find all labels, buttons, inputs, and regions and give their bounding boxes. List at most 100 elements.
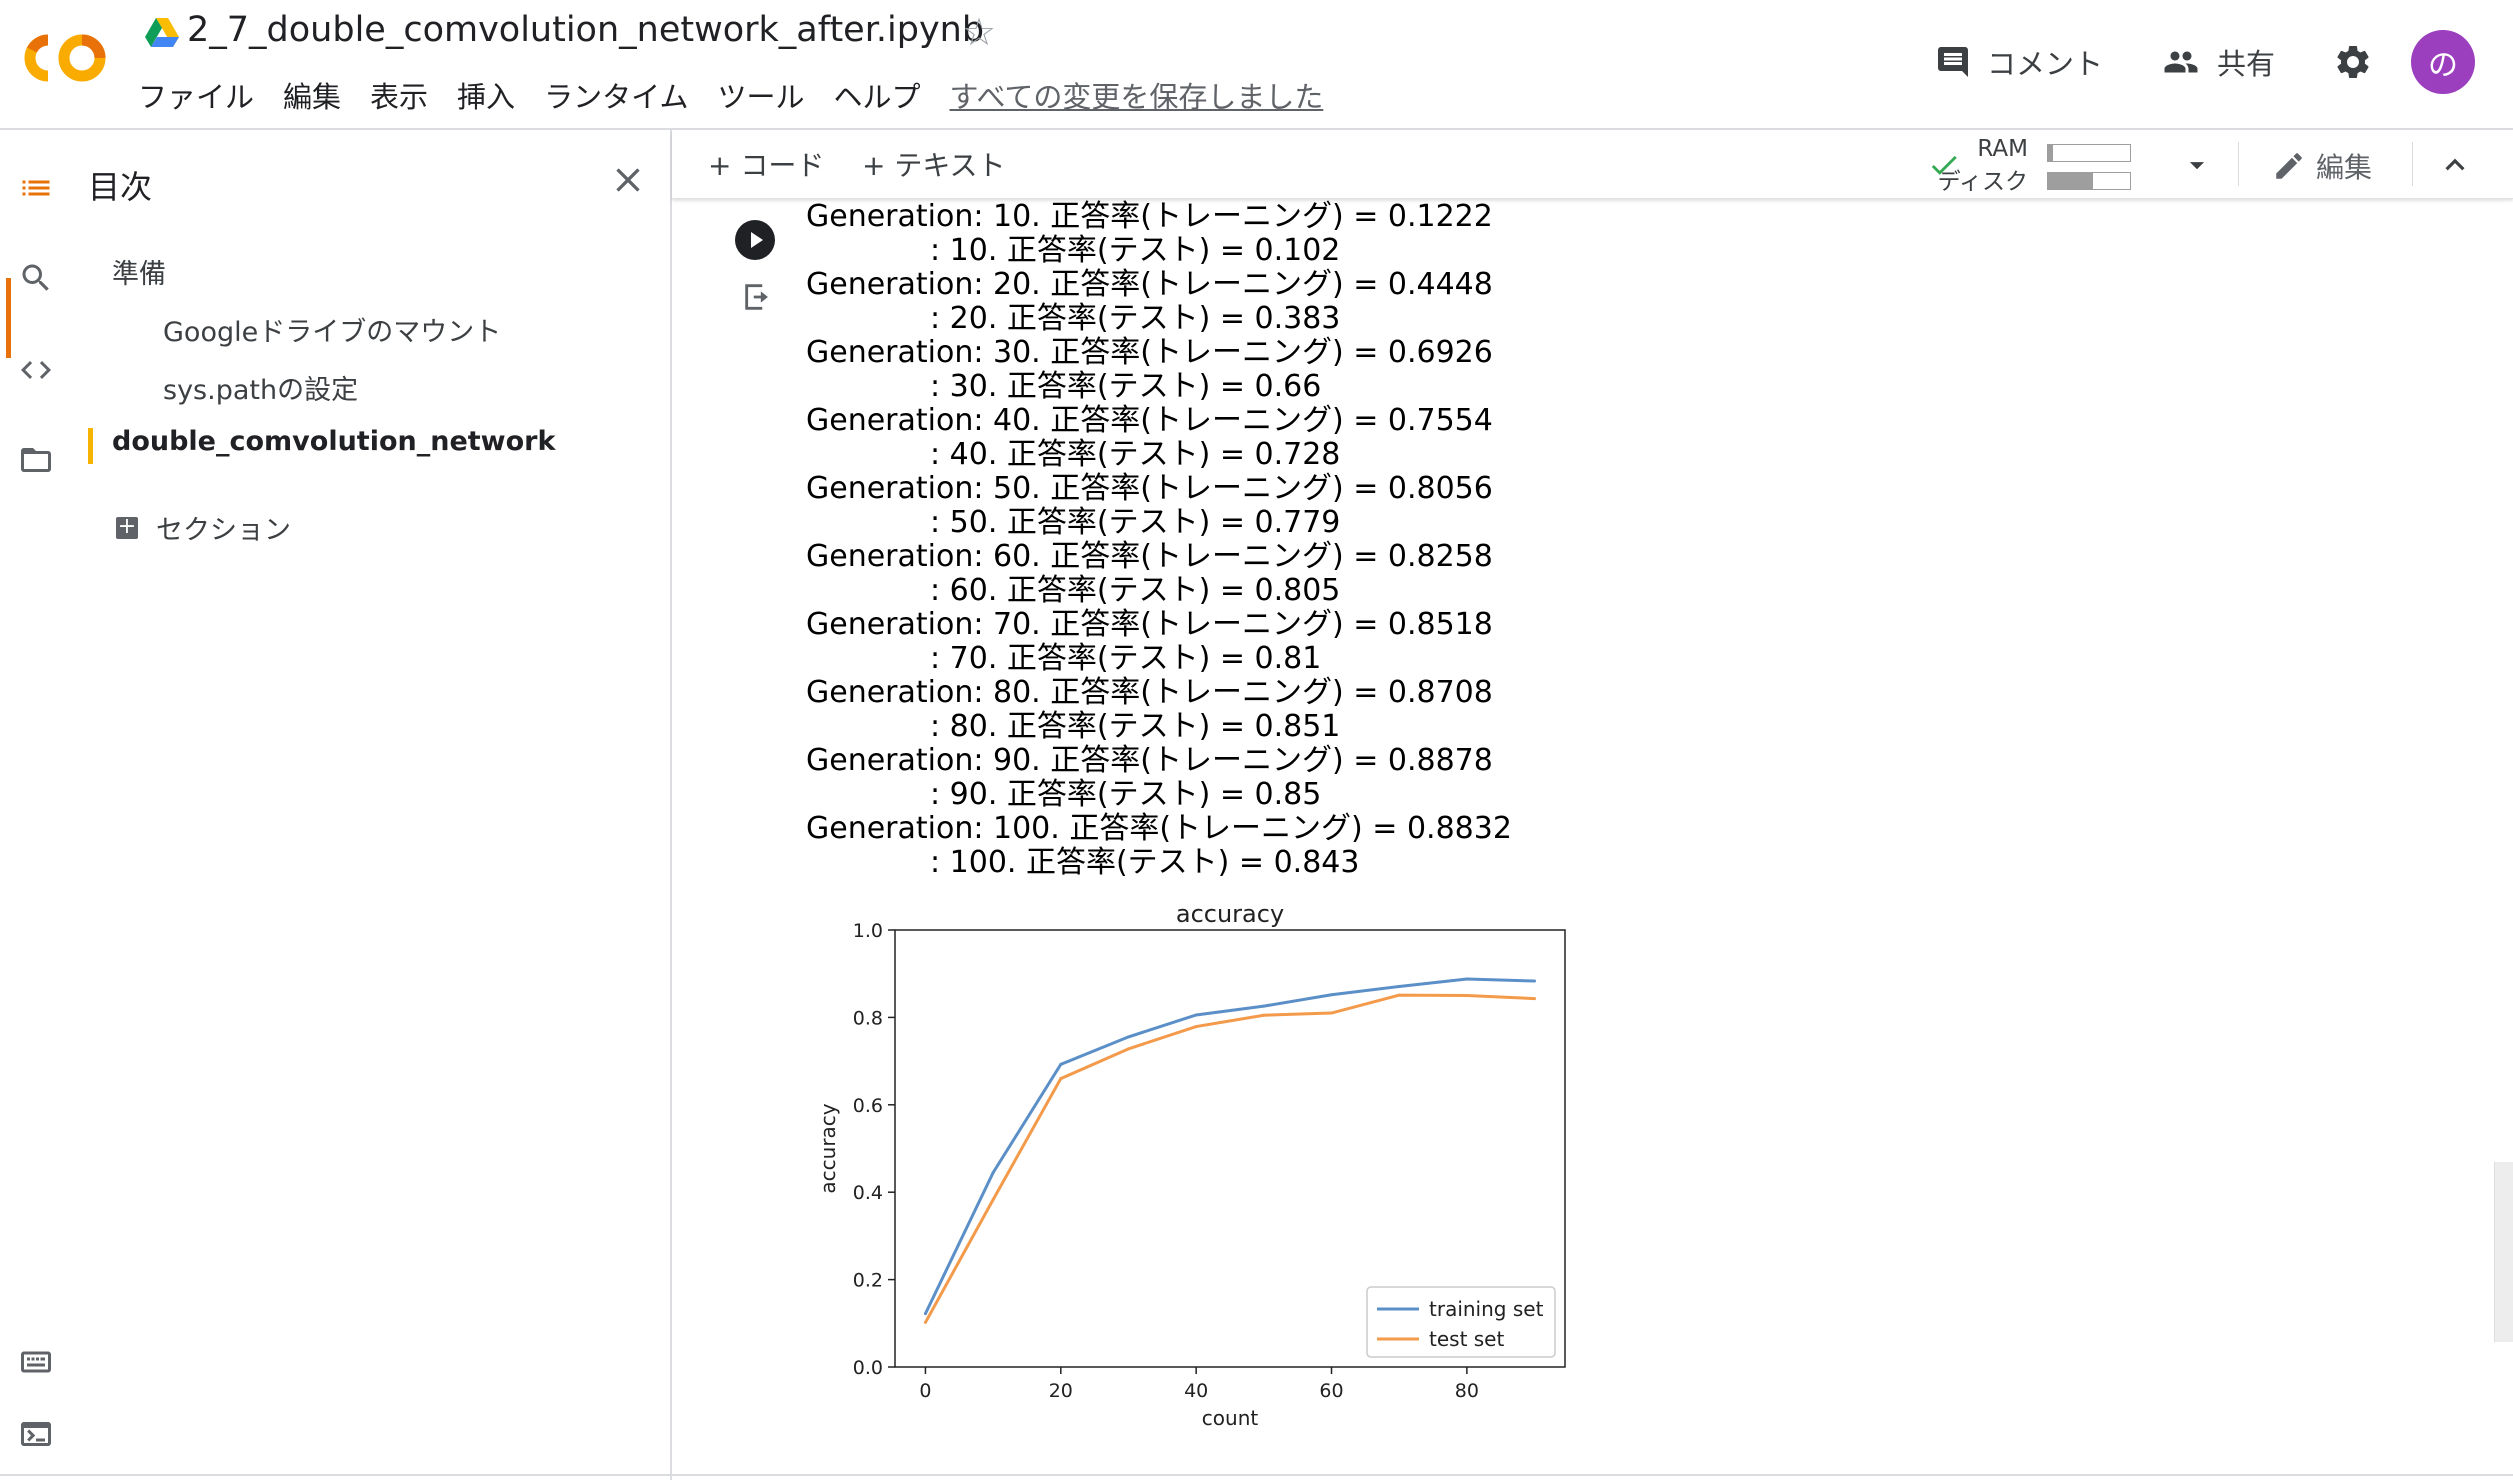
add-text-button[interactable]: + テキスト — [862, 149, 1006, 182]
search-icon[interactable] — [18, 260, 54, 296]
log-line-test: : 50. 正答率(テスト) = 0.779 — [930, 505, 1341, 540]
code-snippets-icon[interactable] — [18, 352, 54, 388]
log-line-test: : 80. 正答率(テスト) = 0.851 — [930, 709, 1341, 744]
add-section-button[interactable]: + セクション — [116, 508, 291, 547]
notebook-title[interactable]: 2_7_double_comvolution_network_after.ipy… — [187, 10, 985, 50]
x-tick-label: 60 — [1319, 1380, 1343, 1402]
data-point — [991, 1198, 995, 1202]
x-tick-label: 80 — [1455, 1380, 1479, 1402]
data-point — [1397, 993, 1401, 997]
ram-label: RAM — [1977, 136, 2028, 162]
data-point — [923, 1312, 927, 1316]
share-button[interactable]: 共有 — [2161, 41, 2275, 83]
play-icon — [751, 232, 763, 248]
notebook-toolbar: + コード + テキスト RAM ディスク 編集 — [672, 130, 2513, 199]
log-line-training: Generation: 50. 正答率(トレーニング) = 0.8056 — [806, 471, 1493, 506]
log-line-test: : 100. 正答率(テスト) = 0.843 — [930, 845, 1360, 880]
data-point — [991, 1171, 995, 1175]
command-palette-icon[interactable] — [18, 1344, 54, 1380]
chevron-up-icon[interactable] — [2436, 146, 2474, 184]
data-point — [1533, 997, 1537, 1001]
data-point — [1059, 1077, 1063, 1081]
x-tick-label: 20 — [1049, 1380, 1073, 1402]
log-line-test: : 20. 正答率(テスト) = 0.383 — [930, 301, 1341, 336]
log-line-training: Generation: 80. 正答率(トレーニング) = 0.8708 — [806, 675, 1493, 710]
star-icon[interactable]: ☆ — [962, 10, 997, 54]
data-point — [1330, 1011, 1334, 1015]
side-rail — [0, 130, 70, 1480]
y-tick-label: 0.4 — [853, 1182, 883, 1204]
toc-item-drive-mount[interactable]: Googleドライブのマウント — [163, 317, 502, 348]
comment-button[interactable]: コメント — [1935, 41, 2103, 83]
data-point — [1126, 1047, 1130, 1051]
log-line-test: : 10. 正答率(テスト) = 0.102 — [930, 233, 1341, 268]
header-actions: コメント 共有 の — [1877, 30, 2475, 94]
y-tick-label: 0.8 — [853, 1007, 883, 1029]
log-line-training: Generation: 30. 正答率(トレーニング) = 0.6926 — [806, 335, 1493, 370]
y-tick-label: 0.2 — [853, 1270, 883, 1292]
settings-gear-icon[interactable] — [2333, 42, 2373, 82]
toc-title: 目次 — [88, 168, 153, 206]
output-menu-icon[interactable] — [741, 280, 775, 314]
y-tick-label: 0.6 — [853, 1095, 883, 1117]
edit-mode-button[interactable]: 編集 — [2272, 146, 2372, 186]
log-line-test: : 40. 正答率(テスト) = 0.728 — [930, 437, 1341, 472]
bottom-border — [0, 1474, 2513, 1476]
menu-help[interactable]: ヘルプ — [833, 80, 921, 114]
menu-edit[interactable]: 編集 — [283, 80, 342, 114]
log-line-test: : 60. 正答率(テスト) = 0.805 — [930, 573, 1341, 608]
dropdown-arrow-icon[interactable] — [2180, 148, 2214, 182]
menu-view[interactable]: 表示 — [370, 80, 429, 114]
toc-item-double-comvolution-network[interactable]: double_comvolution_network — [112, 426, 556, 457]
add-code-button[interactable]: + コード — [708, 149, 825, 182]
plot-frame — [894, 929, 1566, 1368]
log-line-training: Generation: 20. 正答率(トレーニング) = 0.4448 — [806, 267, 1493, 302]
log-line-test: : 30. 正答率(テスト) = 0.66 — [930, 369, 1322, 404]
colab-logo[interactable] — [22, 28, 108, 88]
legend-label: training set — [1429, 1297, 1544, 1321]
legend-label: test set — [1429, 1327, 1504, 1351]
table-of-contents-icon[interactable] — [18, 170, 54, 206]
run-cell-button[interactable] — [735, 220, 775, 260]
log-line-training: Generation: 40. 正答率(トレーニング) = 0.7554 — [806, 403, 1493, 438]
accuracy-chart: accuracy 0.0 0.2 0.4 0.6 0.8 1.0 0 20 40 60 80 count… — [816, 905, 1566, 1430]
toc-item-sys-path[interactable]: sys.pathの設定 — [163, 375, 359, 406]
add-section-label: セクション — [156, 515, 291, 546]
log-line-training: Generation: 60. 正答率(トレーニング) = 0.8258 — [806, 539, 1493, 574]
folder-icon[interactable] — [18, 442, 54, 478]
log-line-training: Generation: 10. 正答率(トレーニング) = 0.1222 — [806, 199, 1493, 234]
chart-title: accuracy — [1176, 905, 1284, 928]
menu-runtime[interactable]: ランタイム — [544, 80, 689, 114]
comment-label: コメント — [1986, 47, 2103, 81]
data-point — [1194, 1013, 1198, 1017]
y-tick-label: 0.0 — [853, 1357, 883, 1379]
toc-active-indicator — [88, 428, 93, 464]
menu-insert[interactable]: 挿入 — [457, 80, 516, 114]
plus-box-icon: + — [116, 513, 138, 539]
scrollbar[interactable] — [2494, 1162, 2513, 1342]
data-point — [1059, 1062, 1063, 1066]
data-point — [1194, 1025, 1198, 1029]
close-icon[interactable] — [608, 160, 648, 200]
series-line-training — [924, 977, 1535, 1315]
edit-label: 編集 — [2316, 151, 2373, 184]
saved-status-link[interactable]: すべての変更を保存しました — [949, 80, 1324, 114]
menu-file[interactable]: ファイル — [138, 80, 255, 114]
toolbar-divider-2 — [2412, 142, 2413, 186]
user-avatar[interactable]: の — [2411, 30, 2475, 94]
x-tick-label: 40 — [1184, 1380, 1208, 1402]
google-drive-icon[interactable] — [145, 18, 179, 48]
share-label: 共有 — [2216, 47, 2275, 81]
y-tick-label: 1.0 — [853, 920, 883, 942]
people-icon — [2164, 51, 2198, 73]
menu-tools[interactable]: ツール — [717, 80, 805, 114]
connected-check-icon[interactable] — [1927, 148, 1961, 182]
data-point — [1533, 979, 1537, 983]
data-point — [1262, 1004, 1266, 1008]
data-point — [923, 1320, 927, 1324]
terminal-icon[interactable] — [18, 1416, 54, 1452]
log-line-training: Generation: 90. 正答率(トレーニング) = 0.8878 — [806, 743, 1493, 778]
toc-item-preparation[interactable]: 準備 — [112, 259, 166, 290]
x-tick-label: 0 — [919, 1380, 931, 1402]
toolbar-divider — [2238, 142, 2239, 186]
